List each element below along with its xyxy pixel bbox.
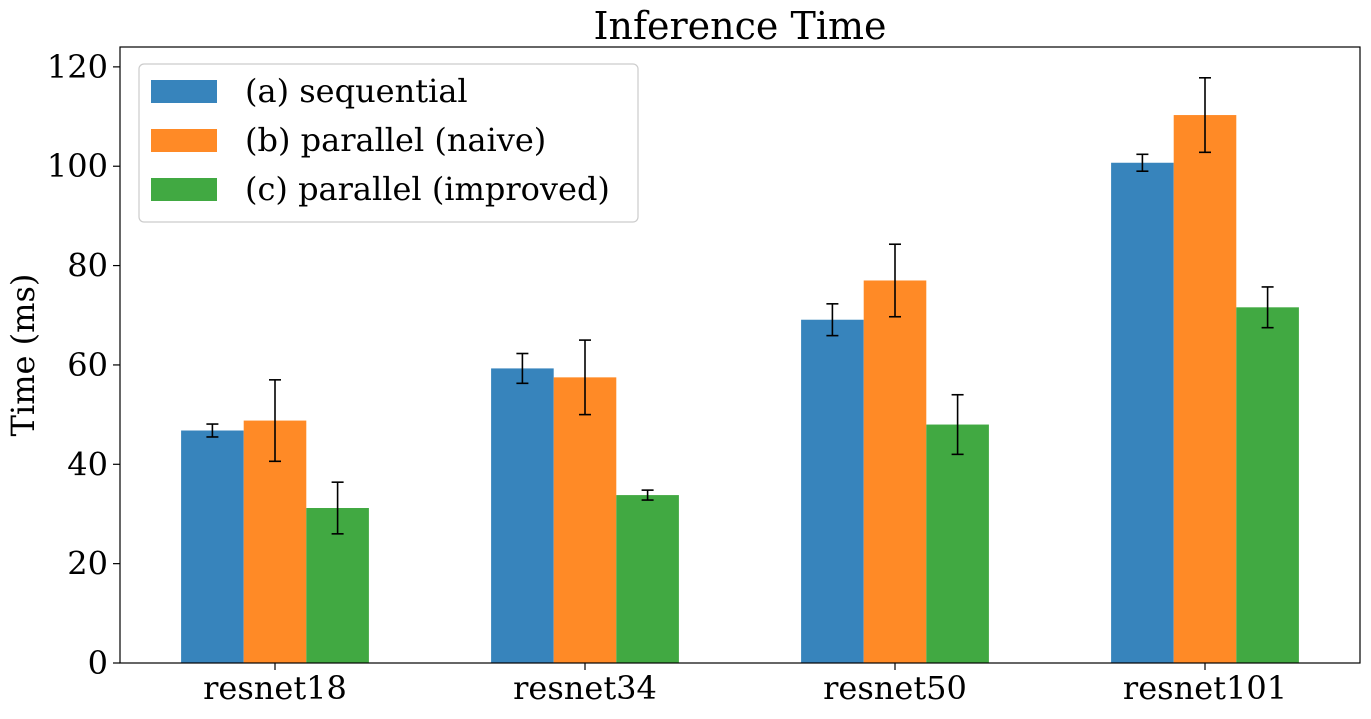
legend-label-series-1: (b) parallel (naive) <box>245 121 546 159</box>
y-tick-label-20: 20 <box>67 545 108 583</box>
bar-resnet50-series-1 <box>863 280 927 663</box>
error-bar-resnet101-series-1 <box>1199 77 1211 154</box>
error-bar-resnet18-series-2 <box>331 481 344 535</box>
error-bar-resnet18-series-1 <box>269 379 281 463</box>
y-axis-label: Time (ms) <box>4 274 42 437</box>
bar-resnet18-series-0 <box>181 430 244 663</box>
y-tick-label-0: 0 <box>88 644 108 682</box>
legend-item-series-2: (c) parallel (improved) <box>151 170 610 208</box>
x-axis-ticks: resnet18 resnet34 resnet50 resnet101 <box>203 663 1287 707</box>
legend-label-series-0: (a) sequential <box>245 72 468 110</box>
error-bar-resnet18-series-0 <box>206 423 219 438</box>
bar-resnet50-series-2 <box>926 424 989 663</box>
error-bar-resnet34-series-2 <box>641 489 654 501</box>
bar-resnet34-series-2 <box>616 495 679 663</box>
y-tick-label-40: 40 <box>67 445 108 483</box>
legend: (a) sequential (b) parallel (naive) (c) pa… <box>138 63 639 223</box>
error-bar-resnet50-series-2 <box>951 393 964 456</box>
legend-swatch-series-1 <box>151 129 217 152</box>
x-tick-label-resnet18: resnet18 <box>203 669 347 707</box>
bar-resnet101-series-1 <box>1173 115 1237 664</box>
bar-resnet101-series-2 <box>1236 307 1299 663</box>
bars-layer <box>181 115 1299 664</box>
bar-resnet34-series-1 <box>553 377 617 663</box>
legend-label-series-2: (c) parallel (improved) <box>245 170 610 208</box>
x-tick-label-resnet101: resnet101 <box>1123 669 1287 707</box>
error-bar-resnet101-series-0 <box>1136 153 1149 172</box>
y-tick-label-120: 120 <box>47 48 108 86</box>
error-bar-resnet34-series-0 <box>516 352 529 385</box>
bar-resnet101-series-0 <box>1111 162 1174 663</box>
legend-item-series-1: (b) parallel (naive) <box>151 121 546 159</box>
error-bar-resnet34-series-1 <box>579 339 591 416</box>
y-tick-label-60: 60 <box>67 346 108 384</box>
legend-swatch-series-2 <box>151 178 217 201</box>
legend-box <box>138 63 639 223</box>
x-tick-label-resnet50: resnet50 <box>823 669 967 707</box>
error-bar-resnet50-series-1 <box>889 243 901 318</box>
legend-swatch-series-0 <box>151 80 217 103</box>
plot-frame <box>119 46 1361 664</box>
error-bar-resnet50-series-0 <box>826 303 839 337</box>
y-tick-label-100: 100 <box>47 147 108 185</box>
chart-title: Inference Time <box>593 4 886 48</box>
y-axis-ticks: 0 20 40 60 80 100 120 <box>47 48 120 682</box>
y-tick-label-80: 80 <box>67 247 108 285</box>
error-bars-layer <box>206 77 1274 535</box>
error-bar-resnet101-series-2 <box>1261 286 1274 329</box>
legend-item-series-0: (a) sequential <box>151 72 468 110</box>
bar-resnet34-series-0 <box>491 368 554 663</box>
x-tick-label-resnet34: resnet34 <box>513 669 657 707</box>
bar-resnet50-series-0 <box>801 319 864 663</box>
